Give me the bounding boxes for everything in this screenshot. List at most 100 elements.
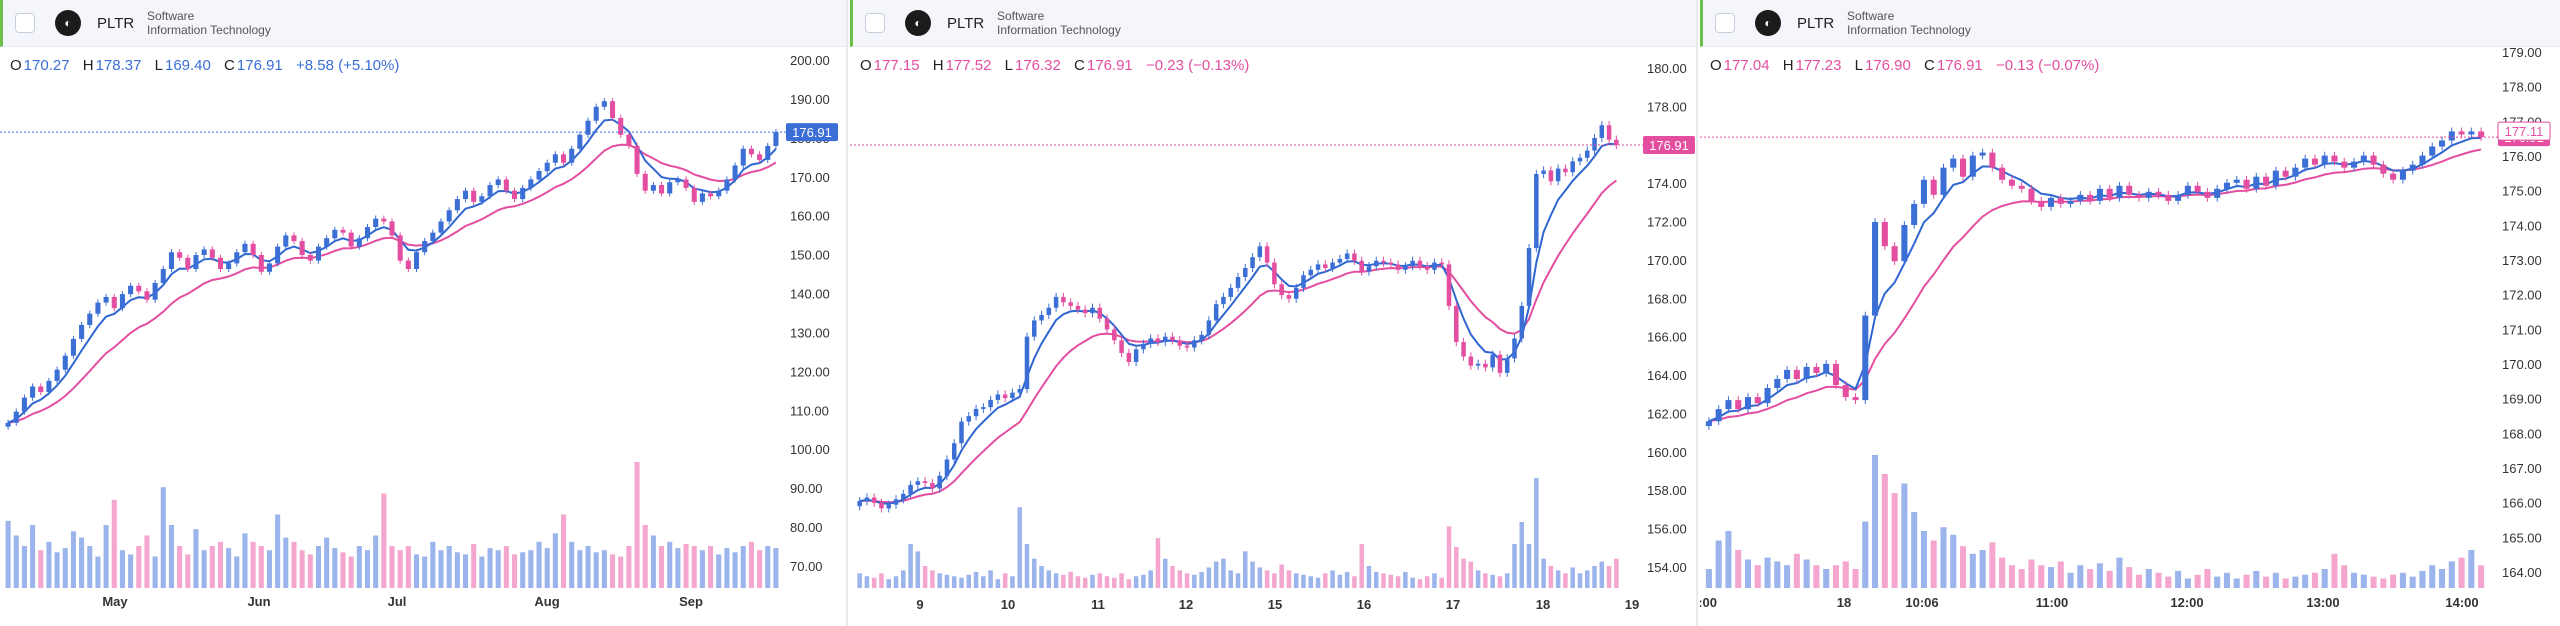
- candle-body: [577, 134, 583, 149]
- candle-body: [1184, 345, 1190, 348]
- candle-body: [381, 218, 387, 222]
- volume-bar: [765, 546, 771, 588]
- y-tick-label: 160.00: [1647, 445, 1687, 460]
- candle-body: [87, 313, 93, 325]
- candle-body: [1046, 307, 1052, 315]
- y-tick-label: 178.00: [2502, 80, 2542, 95]
- candle-body: [659, 185, 665, 194]
- candle-body: [757, 154, 763, 160]
- candle-body: [1930, 179, 1937, 195]
- candle-body: [886, 504, 891, 509]
- volume-bar: [1162, 558, 1168, 588]
- y-tick-label: 100.00: [790, 442, 830, 457]
- price-chart[interactable]: 200.00190.00180.00170.00160.00150.00140.…: [0, 0, 846, 626]
- volume-bar: [2165, 576, 2172, 588]
- candle-body: [1744, 397, 1752, 410]
- volume-bar: [1930, 540, 1937, 588]
- volume-bar: [2292, 576, 2299, 588]
- select-checkbox[interactable]: [1715, 13, 1735, 33]
- volume-bar: [937, 573, 942, 588]
- x-tick-label: 10:06: [1905, 595, 1938, 610]
- candle-body: [634, 145, 640, 174]
- candle-body: [1002, 394, 1008, 399]
- candle-body: [1133, 349, 1139, 362]
- price-chart[interactable]: 180.00178.00176.00174.00172.00170.00168.…: [850, 0, 1696, 626]
- x-tick-label: Jun: [247, 594, 270, 609]
- price-chart[interactable]: 179.00178.00177.00176.00175.00174.00173.…: [1700, 0, 2560, 626]
- y-tick-label: 166.00: [1647, 330, 1687, 345]
- volume-bar: [732, 552, 738, 588]
- volume-bar: [495, 550, 501, 588]
- candle-body: [1969, 155, 1976, 177]
- candle-body: [2096, 188, 2103, 201]
- candle-body: [1039, 314, 1044, 321]
- volume-bar: [503, 546, 509, 588]
- volume-bar: [1920, 531, 1927, 588]
- volume-bar: [201, 550, 207, 588]
- close-key: C: [1924, 57, 1935, 74]
- select-checkbox[interactable]: [15, 13, 35, 33]
- volume-bar: [773, 548, 779, 588]
- candle-body: [930, 483, 935, 489]
- panel-header: ◐ PLTR Software Information Technology: [1700, 0, 2560, 47]
- candle-body: [2409, 164, 2416, 171]
- volume-bar: [1784, 565, 1791, 588]
- candle-body: [1366, 266, 1372, 272]
- panel-header: ◐ PLTR Software Information Technology: [850, 0, 1696, 47]
- volume-bar: [2448, 561, 2455, 588]
- volume-bar: [1614, 558, 1619, 588]
- x-tick-label: 12: [1179, 597, 1193, 612]
- volume-bar: [487, 548, 493, 588]
- high-key: H: [1782, 57, 1794, 74]
- y-tick-label: 167.00: [2502, 461, 2542, 476]
- candle-body: [544, 162, 550, 172]
- volume-bar: [1395, 576, 1401, 588]
- volume-bar: [2419, 570, 2426, 588]
- candle-body: [2194, 185, 2201, 192]
- candle-body: [438, 221, 444, 233]
- candle-body: [1308, 269, 1314, 276]
- candle-body: [185, 257, 191, 269]
- volume-bar: [528, 550, 534, 588]
- candle-body: [119, 294, 125, 309]
- y-tick-label: 80.00: [790, 520, 823, 535]
- candle-body: [1286, 295, 1292, 299]
- candle-body: [2311, 158, 2318, 165]
- volume-bar: [908, 544, 913, 588]
- x-tick-label: 13:00: [2306, 595, 2339, 610]
- candle-body: [1446, 264, 1452, 306]
- volume-bar: [901, 570, 906, 588]
- y-tick-label: 175.00: [2502, 184, 2542, 199]
- change-value: −0.13 (−0.07%): [1995, 57, 2100, 74]
- candle-body: [21, 397, 27, 412]
- low-value: 169.40: [164, 57, 211, 74]
- x-tick-label: 18: [1837, 595, 1851, 610]
- select-checkbox[interactable]: [865, 13, 885, 33]
- volume-bar: [1585, 570, 1590, 588]
- candle-body: [893, 499, 899, 505]
- volume-bar: [160, 487, 166, 588]
- candle-body: [944, 459, 950, 476]
- volume-bar: [1119, 573, 1124, 588]
- candle-body: [1468, 356, 1474, 366]
- secondary-price-label: 177.11: [2505, 124, 2544, 139]
- candle-body: [503, 179, 509, 191]
- close-value: 176.91: [1086, 57, 1133, 74]
- volume-bar: [1279, 564, 1284, 588]
- volume-bar: [5, 520, 11, 588]
- volume-bar: [2429, 565, 2436, 588]
- y-tick-label: 170.00: [2502, 357, 2542, 372]
- candle-body: [1330, 262, 1335, 268]
- x-tick-label: 19: [1625, 597, 1639, 612]
- candle-body: [871, 497, 877, 503]
- volume-bar: [886, 579, 891, 588]
- candle-body: [2253, 176, 2260, 189]
- volume-bar: [1264, 570, 1270, 588]
- y-tick-label: 154.00: [1647, 560, 1687, 575]
- open-value: 177.04: [1723, 57, 1770, 74]
- volume-bar: [2282, 578, 2289, 588]
- candle-body: [1337, 258, 1343, 263]
- volume-bar: [1823, 569, 1830, 588]
- volume-bar: [1082, 577, 1088, 588]
- candle-body: [275, 246, 281, 264]
